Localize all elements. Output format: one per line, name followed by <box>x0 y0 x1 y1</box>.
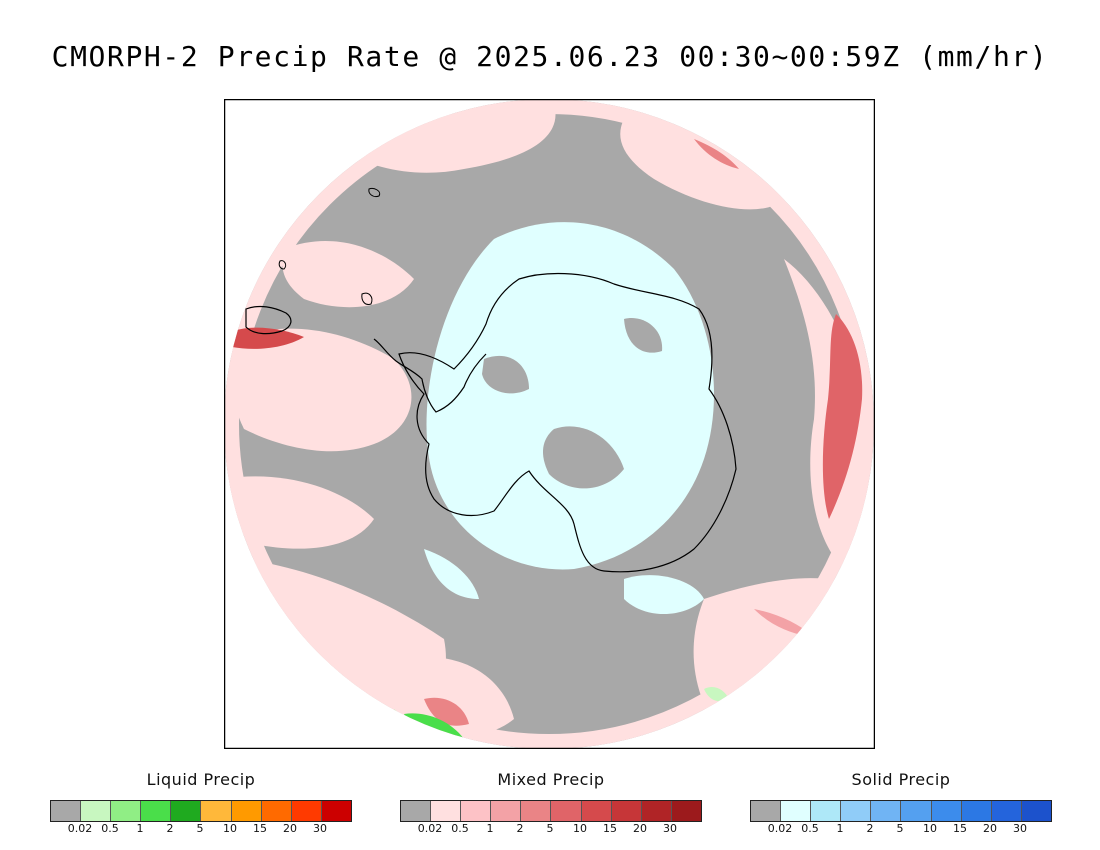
legend-tick-label: 1 <box>836 822 844 835</box>
legend-color-bar <box>400 800 702 822</box>
legend-title: Solid Precip <box>851 770 951 789</box>
island-coastline <box>368 188 381 197</box>
legend-tick-label: 30 <box>1013 822 1027 835</box>
legend-tick-labels: 0.02 0.5 1 2 5 10 15 20 30 <box>400 822 702 836</box>
legend-tick-label: 10 <box>573 822 587 835</box>
legend-tick-label: 0.02 <box>417 822 443 835</box>
legend-swatch <box>931 801 962 821</box>
solid-precip-area <box>424 549 479 599</box>
mixed-precip-area <box>282 240 414 308</box>
legend-swatch <box>611 801 642 821</box>
legend-swatch <box>751 801 782 821</box>
legend-tick-label: 15 <box>603 822 617 835</box>
mixed-precip-area <box>620 119 784 210</box>
legend-swatch <box>871 801 902 821</box>
no-precip-patch <box>482 355 529 394</box>
solid-precip-area <box>624 575 704 614</box>
polar-precip-map <box>223 98 876 750</box>
legend-swatch <box>521 801 552 821</box>
legend-swatch <box>231 801 262 821</box>
mixed-precip-area <box>224 476 374 549</box>
mixed-precip-area <box>231 328 412 452</box>
legend-swatch <box>51 801 82 821</box>
legend-color-bar <box>750 800 1052 822</box>
legend-tick-labels: 0.02 0.5 1 2 5 10 15 20 30 <box>750 822 1052 836</box>
legend-swatch <box>961 801 992 821</box>
mixed-precip-heavy <box>232 327 304 349</box>
legend-tick-label: 1 <box>486 822 494 835</box>
legend-swatch <box>291 801 322 821</box>
island-coastline <box>361 292 373 305</box>
legend-swatch <box>201 801 232 821</box>
mixed-precip-area <box>404 657 514 736</box>
liquid-precip-light <box>704 687 729 702</box>
legend-swatch <box>811 801 842 821</box>
legend-swatch <box>491 801 522 821</box>
legend-swatch <box>141 801 172 821</box>
legend-swatch <box>551 801 582 821</box>
mixed-precip-moderate <box>754 609 814 637</box>
legend-swatch <box>321 801 351 821</box>
legend-tick-label: 5 <box>196 822 204 835</box>
south-america-coastline <box>245 305 292 335</box>
polar-map-frame <box>223 98 876 750</box>
mixed-precip-heavy <box>424 697 469 726</box>
legend-swatch <box>641 801 672 821</box>
legend-tick-label: 0.02 <box>67 822 93 835</box>
legend-tick-label: 30 <box>313 822 327 835</box>
no-precip-patch <box>624 318 663 353</box>
legend-color-bar <box>50 800 352 822</box>
legend-tick-label: 2 <box>866 822 874 835</box>
legend-tick-label: 30 <box>663 822 677 835</box>
legend-swatch <box>991 801 1022 821</box>
legend-title: Liquid Precip <box>146 770 256 789</box>
antarctic-peninsula-coastline <box>373 338 487 413</box>
mixed-precip-area <box>244 559 446 729</box>
legend-tick-label: 2 <box>516 822 524 835</box>
legend-tick-label: 15 <box>953 822 967 835</box>
legend-mixed-precip: Mixed Precip 0.02 0.5 1 2 5 10 15 20 30 <box>400 770 702 840</box>
legend-tick-label: 2 <box>166 822 174 835</box>
legend-swatch <box>1021 801 1051 821</box>
chart-title: CMORPH-2 Precip Rate @ 2025.06.23 00:30~… <box>51 40 1049 73</box>
legend-tick-label: 0.5 <box>801 822 819 835</box>
legend-tick-label: 15 <box>253 822 267 835</box>
legend-swatch <box>781 801 812 821</box>
island-coastline <box>278 260 287 270</box>
precip-layer <box>224 99 874 749</box>
legend-tick-label: 10 <box>923 822 937 835</box>
solid-precip-area <box>426 222 714 570</box>
legend-tick-label: 0.02 <box>767 822 793 835</box>
legend-swatch <box>261 801 292 821</box>
legend-tick-labels: 0.02 0.5 1 2 5 10 15 20 30 <box>50 822 352 836</box>
legend-tick-label: 10 <box>223 822 237 835</box>
legend-swatch <box>431 801 462 821</box>
legend-tick-label: 5 <box>896 822 904 835</box>
legend-tick-label: 20 <box>633 822 647 835</box>
legend-swatch <box>901 801 932 821</box>
antarctica-coastline <box>398 272 737 573</box>
legend-swatch <box>81 801 112 821</box>
legend-tick-label: 20 <box>983 822 997 835</box>
legend-swatch <box>401 801 432 821</box>
legend-swatch <box>461 801 492 821</box>
no-precip-patch <box>542 426 624 489</box>
legend-tick-label: 20 <box>283 822 297 835</box>
map-border <box>223 98 876 750</box>
legend-swatch <box>841 801 872 821</box>
mixed-precip-heavy <box>694 139 739 169</box>
legend-solid-precip: Solid Precip 0.02 0.5 1 2 5 10 15 20 30 <box>750 770 1052 840</box>
legend-swatch <box>671 801 701 821</box>
mixed-precip-area <box>324 104 556 173</box>
legend-swatch <box>581 801 612 821</box>
legend-title: Mixed Precip <box>497 770 605 789</box>
legend-swatch <box>111 801 142 821</box>
legend-liquid-precip: Liquid Precip 0.02 0.5 1 2 5 10 15 20 30 <box>50 770 352 840</box>
mixed-precip-heavy <box>822 314 863 519</box>
legend-tick-label: 5 <box>546 822 554 835</box>
legend-tick-label: 0.5 <box>451 822 469 835</box>
legend-tick-label: 0.5 <box>101 822 119 835</box>
legend-tick-label: 1 <box>136 822 144 835</box>
legend-swatch <box>171 801 202 821</box>
